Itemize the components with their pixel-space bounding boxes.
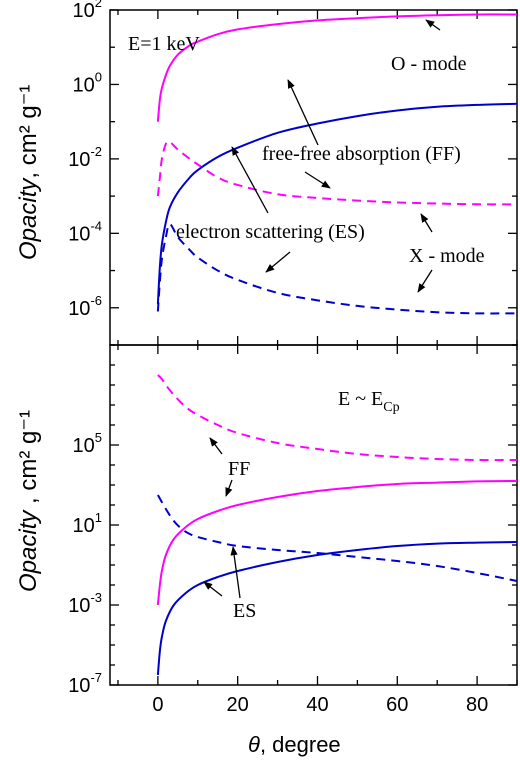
x-axis-label: θ, degree [248, 732, 341, 757]
x-mode-label: X - mode [409, 245, 485, 267]
series-bottom-o-mode-ff [157, 374, 518, 462]
energy-label-top: E=1 keV [128, 33, 200, 55]
y-tick-label: 100 [73, 69, 102, 96]
arrow-x-mode-down [417, 269, 433, 293]
ff-label-top: free-free absorption (FF) [262, 143, 461, 165]
series-top-x-mode-es [156, 223, 518, 315]
arrow-es-bottom-left [203, 581, 223, 597]
arrow-x-mode-up [420, 213, 433, 233]
arrow-es-down [265, 251, 291, 273]
x-tick-label: 60 [386, 694, 408, 716]
x-tick-label: 0 [152, 694, 163, 716]
y-tick-label: 101 [73, 510, 102, 537]
y-tick-label: 10-7 [68, 670, 102, 697]
y-tick-label: 10-6 [68, 293, 102, 320]
series-top-o-mode-es [156, 140, 518, 206]
series-top-o-mode-ff [156, 13, 518, 122]
y-tick-label: 10-3 [68, 590, 102, 617]
x-tick-label: 20 [227, 694, 249, 716]
x-tick-label: 80 [466, 694, 488, 716]
y-tick-label: 10-2 [68, 144, 102, 171]
series-bottom-o-mode-es [156, 480, 518, 606]
bottom-panel-frame [109, 344, 518, 686]
arrow-ff-bottom-up [209, 437, 223, 455]
y-tick-label: 105 [73, 430, 102, 457]
arrow-ff-to-dashed [304, 171, 331, 189]
arrow-o-mode [425, 19, 441, 31]
y-tick-label: 102 [73, 0, 102, 22]
series-top-x-mode-ff [156, 102, 518, 305]
ff-label-bottom: FF [228, 458, 250, 480]
arrow-ff-lower [231, 146, 269, 214]
bottom-ylabel: Opacity , cm² g⁻¹ [15, 410, 42, 592]
energy-label-bottom: E ~ ECp [338, 388, 400, 415]
es-label-bottom: ES [233, 600, 256, 622]
arrow-ff-bottom-down [225, 479, 233, 497]
series-bottom-x-mode-es [156, 541, 518, 676]
x-tick-label: 40 [306, 694, 328, 716]
top-ylabel: Opacity, cm² g⁻¹ [15, 85, 42, 260]
y-tick-label: 10-4 [68, 218, 102, 245]
es-label-top: electron scattering (ES) [176, 221, 365, 243]
series-bottom-x-mode-ff [157, 494, 518, 582]
o-mode-label: O - mode [391, 53, 467, 75]
arrow-es-bottom-up [230, 546, 241, 599]
arrow-ff-upper [287, 79, 319, 146]
